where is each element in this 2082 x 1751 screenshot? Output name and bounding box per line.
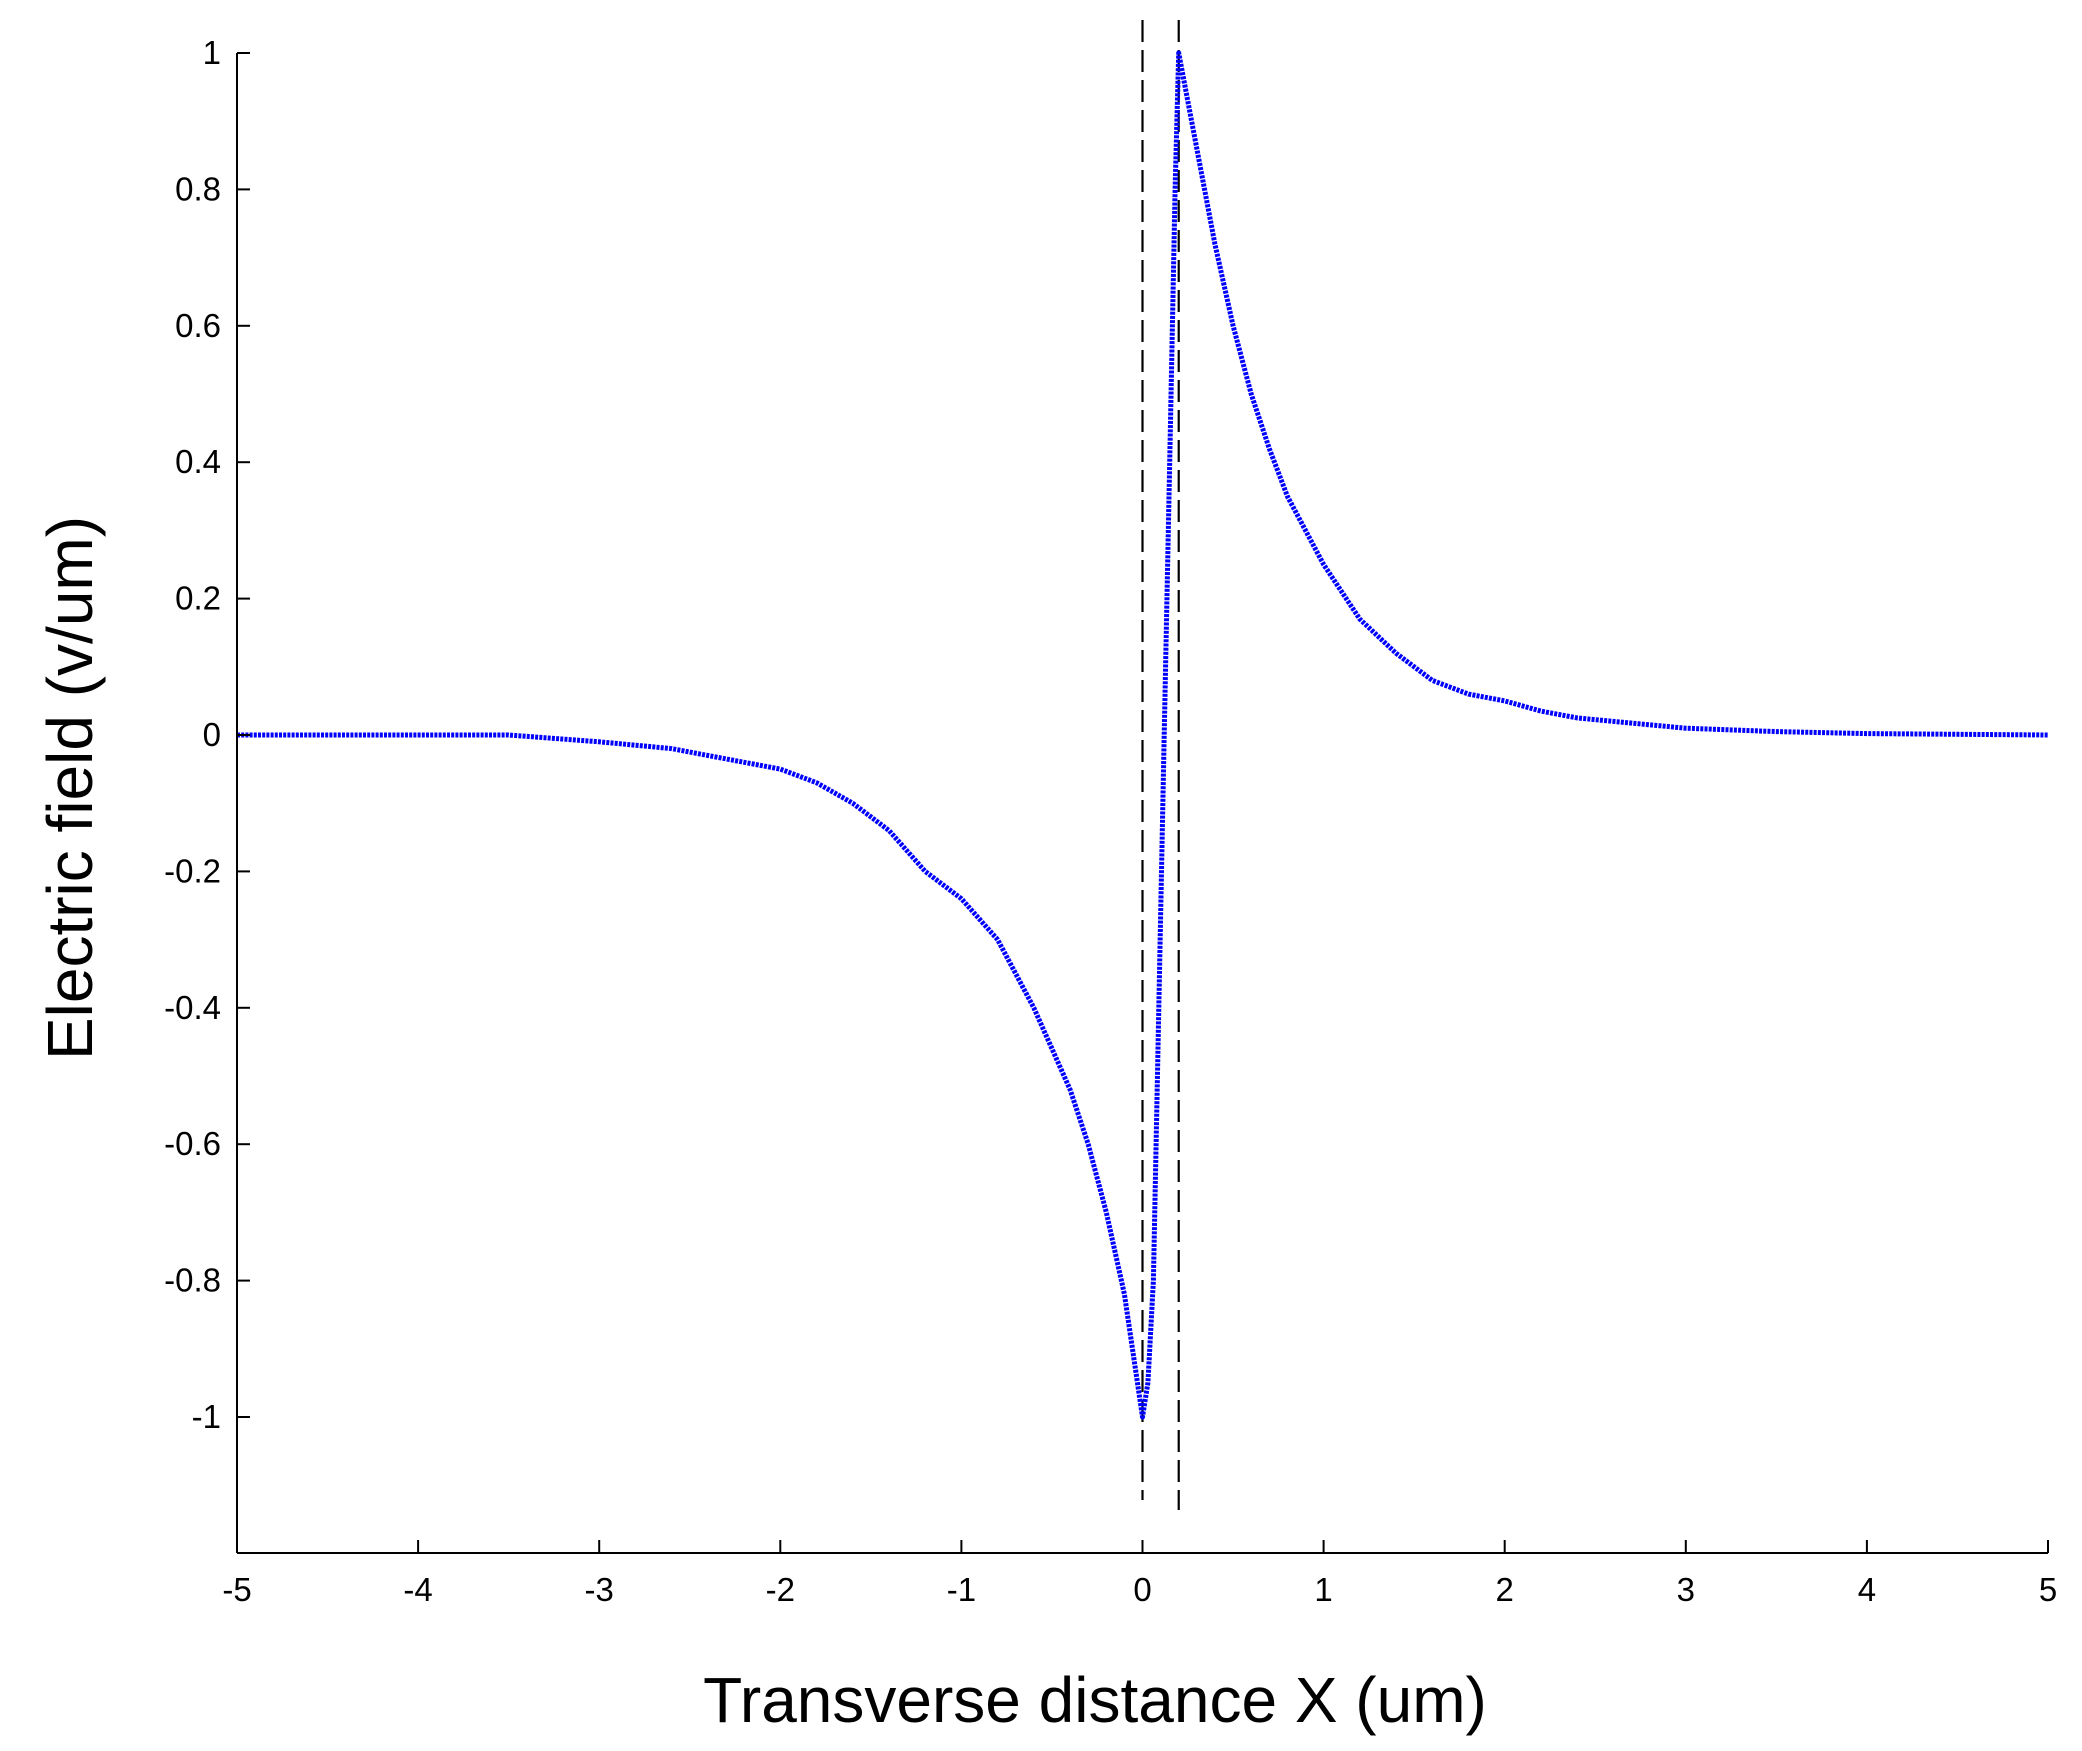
x-axis-title: Transverse distance X (um) xyxy=(703,1664,1487,1736)
y-tick-label: -0.8 xyxy=(164,1262,221,1299)
y-ticks: 1 0.8 0.6 0.4 0.2 0 -0.2 -0.4 -0.6 -0.8 -1 xyxy=(164,34,250,1435)
x-tick-label: 5 xyxy=(2039,1571,2057,1608)
y-tick-label: 0.6 xyxy=(175,307,221,344)
x-tick-label: 3 xyxy=(1677,1571,1695,1608)
y-tick-label: 0.2 xyxy=(175,580,221,617)
y-axis-title: Electric field (v/um) xyxy=(34,516,106,1060)
y-tick-label: -0.4 xyxy=(164,989,221,1026)
y-tick-label: -0.2 xyxy=(164,852,221,889)
x-tick-label: -1 xyxy=(947,1571,976,1608)
y-tick-label: 0 xyxy=(203,716,221,753)
series-line xyxy=(237,50,2049,1420)
x-tick-label: -4 xyxy=(403,1571,432,1608)
reference-lines xyxy=(1141,20,1180,1510)
x-tick-label: -3 xyxy=(585,1571,614,1608)
x-tick-label: 1 xyxy=(1314,1571,1332,1608)
x-tick-label: 0 xyxy=(1133,1571,1151,1608)
x-tick-label: 2 xyxy=(1496,1571,1514,1608)
y-tick-label: -0.6 xyxy=(164,1125,221,1162)
y-tick-label: 1 xyxy=(203,34,221,71)
x-ticks: -5 -4 -3 -2 -1 0 1 2 3 4 5 xyxy=(222,1540,2057,1608)
x-tick-label: -2 xyxy=(766,1571,795,1608)
x-tick-label: 4 xyxy=(1858,1571,1876,1608)
y-tick-label: 0.8 xyxy=(175,170,221,207)
y-tick-label: 0.4 xyxy=(175,443,221,480)
x-tick-label: -5 xyxy=(222,1571,251,1608)
data-series xyxy=(237,50,2049,1420)
y-tick-label: -1 xyxy=(192,1398,221,1435)
